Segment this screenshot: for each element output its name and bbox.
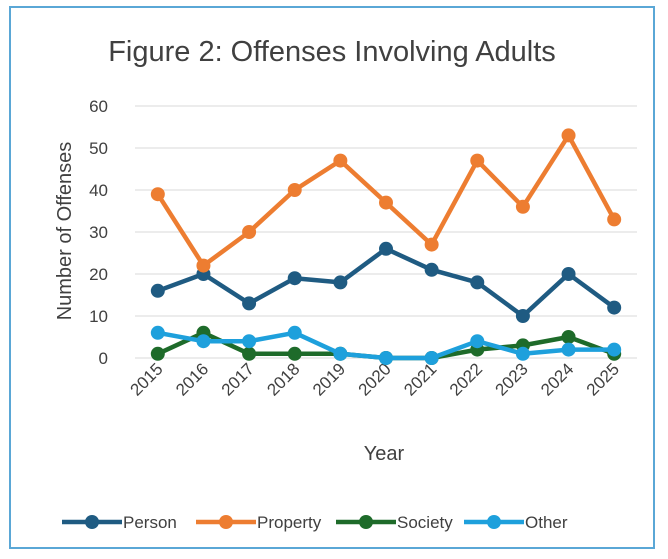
x-tick-label: 2020 xyxy=(355,359,395,399)
data-point xyxy=(242,225,257,239)
legend-marker xyxy=(487,515,501,529)
data-point xyxy=(470,153,485,168)
legend-marker xyxy=(219,515,233,529)
data-point xyxy=(333,153,348,168)
series-person xyxy=(150,241,622,323)
data-point xyxy=(242,296,257,311)
legend-item-other: Other xyxy=(464,513,568,532)
legend-item-property: Property xyxy=(196,513,322,532)
x-tick-label: 2017 xyxy=(218,359,258,399)
y-tick-label: 30 xyxy=(89,223,108,242)
x-axis-label: Year xyxy=(364,443,405,465)
data-point xyxy=(470,334,485,349)
chart-title: Figure 2: Offenses Involving Adults xyxy=(108,36,556,68)
y-tick-label: 40 xyxy=(89,181,108,200)
legend-marker xyxy=(85,515,99,529)
data-point xyxy=(150,283,165,298)
x-tick-label: 2021 xyxy=(400,359,440,399)
x-tick-label: 2018 xyxy=(263,359,303,399)
data-point xyxy=(515,346,530,361)
data-point xyxy=(424,262,439,277)
data-point xyxy=(561,128,576,143)
y-tick-label: 10 xyxy=(89,307,108,326)
data-point xyxy=(333,346,348,361)
x-tick-label: 2019 xyxy=(309,359,349,399)
legend-label: Other xyxy=(525,513,568,532)
gridlines xyxy=(135,105,637,359)
data-point xyxy=(607,212,622,227)
series-group xyxy=(150,128,622,365)
data-point xyxy=(287,271,302,286)
data-point xyxy=(333,275,348,290)
y-tick-labels: 0 10 20 30 40 50 60 xyxy=(89,97,108,368)
data-point xyxy=(150,346,165,361)
data-point xyxy=(287,183,302,197)
data-point xyxy=(150,325,165,340)
data-point xyxy=(150,187,165,202)
y-tick-label: 60 xyxy=(89,97,108,116)
y-tick-label: 20 xyxy=(89,265,108,284)
data-point xyxy=(379,351,393,365)
data-point xyxy=(424,237,439,252)
y-tick-label: 0 xyxy=(99,349,108,368)
legend-label: Property xyxy=(257,513,322,532)
data-point xyxy=(607,342,622,357)
data-point xyxy=(515,199,530,214)
legend-label: Person xyxy=(123,513,177,532)
data-point xyxy=(196,258,211,273)
data-point xyxy=(287,325,302,340)
x-tick-label: 2022 xyxy=(446,359,486,399)
legend-item-society: Society xyxy=(336,513,453,532)
data-point xyxy=(242,346,257,361)
x-tick-label: 2023 xyxy=(492,359,532,399)
legend: Person Property Society Other xyxy=(62,513,568,532)
legend-label: Society xyxy=(397,513,453,532)
series-line xyxy=(155,246,617,319)
y-tick-label: 50 xyxy=(89,139,108,158)
series-other xyxy=(150,325,622,365)
data-point xyxy=(607,300,622,315)
x-tick-label: 2024 xyxy=(537,359,577,399)
x-tick-label: 2015 xyxy=(126,359,166,399)
series-property xyxy=(150,128,622,273)
data-point xyxy=(379,195,393,210)
x-tick-label: 2016 xyxy=(172,359,212,399)
data-point xyxy=(561,342,576,357)
data-point xyxy=(515,309,530,323)
data-point xyxy=(242,334,257,349)
data-point xyxy=(561,330,576,344)
data-point xyxy=(561,267,576,281)
data-point xyxy=(196,334,211,349)
x-tick-labels: 2015 2016 2017 2018 2019 2020 2021 2022 2023 2024… xyxy=(126,359,623,399)
x-tick-label: 2025 xyxy=(583,359,623,399)
data-point xyxy=(470,275,485,290)
chart-frame xyxy=(9,6,655,549)
data-point xyxy=(379,241,393,256)
data-point xyxy=(424,351,439,365)
data-point xyxy=(287,346,302,361)
legend-item-person: Person xyxy=(62,513,177,532)
legend-marker xyxy=(359,515,373,529)
y-axis-label: Number of Offenses xyxy=(54,142,76,321)
